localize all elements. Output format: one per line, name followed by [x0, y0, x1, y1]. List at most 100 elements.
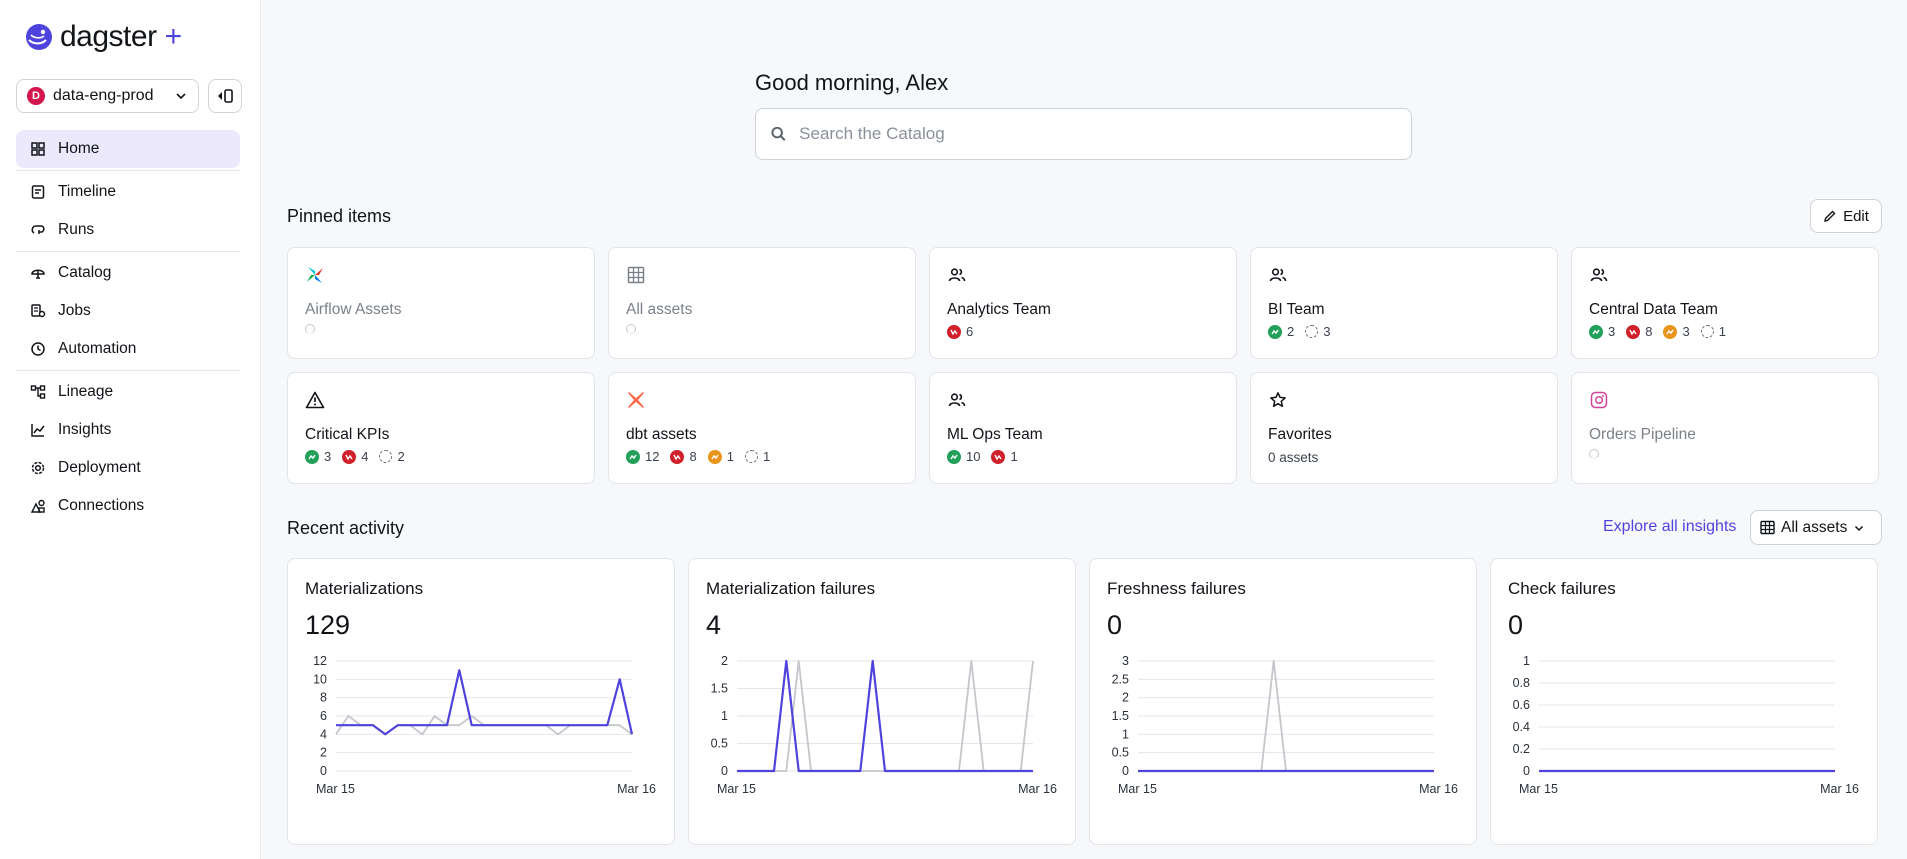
success-icon — [1589, 324, 1603, 339]
explore-insights-link[interactable]: Explore all insights — [1603, 518, 1737, 535]
catalog-search[interactable] — [755, 108, 1412, 160]
success-icon — [1268, 324, 1282, 339]
pinned-item-name: All assets — [626, 301, 693, 318]
ok-count: 3 — [1608, 324, 1616, 339]
pinned-item-name: Central Data Team — [1589, 301, 1718, 318]
activity-card-materializations[interactable]: Materializations 129 0 2 4 6 8 10 12 Mar 15 Mar … — [287, 558, 675, 845]
pending-icon — [379, 450, 393, 463]
pinned-item-bi-team[interactable]: BI Team 2 3 — [1250, 247, 1558, 359]
y-tick-label: 2 — [1122, 691, 1129, 705]
deployment-badge: D — [27, 87, 45, 105]
status-fail: 6 — [947, 324, 973, 339]
pinned-item-critical-kpis[interactable]: Critical KPIs 3 4 2 — [287, 372, 595, 484]
greeting: Good morning, Alex — [755, 70, 949, 95]
users-icon — [1589, 265, 1609, 285]
connections-icon — [30, 499, 45, 513]
star-icon — [1268, 390, 1288, 410]
pinned-item-airflow-assets[interactable]: Airflow Assets — [287, 247, 595, 359]
y-tick-label: 0 — [320, 764, 327, 778]
nav-item-timeline[interactable]: Timeline — [16, 173, 240, 211]
dagster-logo[interactable]: dagster + — [24, 20, 182, 54]
nav-label-home: Home — [58, 140, 100, 157]
nav-divider — [16, 170, 240, 171]
ok-count: 2 — [1287, 324, 1295, 339]
warn-count: 3 — [1682, 324, 1690, 339]
warning-icon — [1663, 324, 1678, 339]
status-pending: 2 — [379, 449, 405, 464]
chevron-down-icon — [176, 93, 186, 100]
y-tick-label: 0.6 — [1513, 698, 1530, 712]
edit-pins-button[interactable]: Edit — [1810, 199, 1882, 233]
status-warn: 1 — [707, 449, 734, 464]
pinned-item-dbt-assets[interactable]: dbt assets 12 8 1 1 — [608, 372, 916, 484]
x-tick-label: Mar 16 — [617, 782, 656, 796]
pinned-item-favorites[interactable]: Favorites 0 assets — [1250, 372, 1558, 484]
y-tick-label: 2.5 — [1112, 672, 1129, 686]
nav-label-connections: Connections — [58, 497, 145, 514]
pinned-item-analytics-team[interactable]: Analytics Team 6 — [929, 247, 1237, 359]
y-tick-label: 10 — [313, 672, 327, 686]
pending-icon — [1700, 325, 1714, 338]
pinned-item-orders-pipeline[interactable]: Orders Pipeline — [1571, 372, 1879, 484]
nav-item-runs[interactable]: Runs — [16, 211, 240, 249]
y-tick-label: 4 — [320, 727, 327, 741]
collapse-sidebar-button[interactable] — [208, 79, 242, 113]
card-title: Materializations — [305, 579, 424, 598]
activity-card-materialization-failures[interactable]: Materialization failures 4 0 0.5 1 1.5 2 Mar … — [688, 558, 1076, 845]
nav-item-lineage[interactable]: Lineage — [16, 373, 240, 411]
card-value: 129 — [305, 610, 351, 640]
nav-item-deployment[interactable]: Deployment — [16, 449, 240, 487]
pinned-item-all-assets[interactable]: All assets — [608, 247, 916, 359]
warning-icon — [305, 390, 325, 410]
pinned-item-name: Airflow Assets — [305, 301, 402, 318]
grid-icon — [31, 142, 45, 156]
pinned-item-status: 12 8 1 1 — [626, 449, 775, 464]
pinned-item-ml-ops-team[interactable]: ML Ops Team 10 1 — [929, 372, 1237, 484]
nav-label-jobs: Jobs — [58, 302, 91, 319]
card-value: 0 — [1107, 610, 1123, 640]
failure-icon — [670, 449, 685, 464]
activity-cards: Materializations 129 0 2 4 6 8 10 12 Mar 15 Mar … — [287, 558, 1878, 845]
nav-item-insights[interactable]: Insights — [16, 411, 240, 449]
search-input[interactable] — [799, 124, 1397, 144]
y-tick-label: 0 — [1122, 764, 1129, 778]
deployment-selector[interactable]: D data-eng-prod — [16, 79, 199, 113]
materialization-failures-chart: 0 0.5 1 1.5 2 Mar 15 Mar 16 — [711, 654, 1057, 796]
chevron-down-icon — [1855, 525, 1864, 531]
nav-label-insights: Insights — [58, 421, 112, 438]
y-tick-label: 1 — [721, 709, 728, 723]
nav-item-jobs[interactable]: Jobs — [16, 292, 240, 330]
pinned-items-grid: Airflow Assets All assets Analytics Team… — [287, 247, 1883, 484]
users-icon — [947, 265, 967, 285]
ok-count: 10 — [966, 449, 981, 464]
nav-item-catalog[interactable]: Catalog — [16, 254, 240, 292]
nav-item-automation[interactable]: Automation — [16, 330, 240, 368]
runs-icon — [31, 225, 45, 234]
fail-count: 4 — [361, 449, 369, 464]
instagram-icon — [1589, 390, 1609, 410]
pinned-item-status — [1589, 449, 1599, 459]
airflow-icon — [305, 265, 325, 285]
asset-filter-select[interactable]: All assets — [1750, 510, 1882, 545]
ok-count: 3 — [324, 449, 332, 464]
pinned-item-central-data-team[interactable]: Central Data Team 3 8 3 1 — [1571, 247, 1879, 359]
success-icon — [947, 449, 961, 464]
loading-icon — [626, 324, 636, 334]
status-ok: 12 — [626, 449, 659, 464]
activity-card-freshness-failures[interactable]: Freshness failures 0 0 0.5 1 1.5 2 2.5 3 Mar 15… — [1089, 558, 1477, 845]
card-value: 0 — [1508, 610, 1524, 640]
y-tick-label: 0 — [721, 764, 728, 778]
nav-item-connections[interactable]: Connections — [16, 487, 240, 525]
ok-count: 12 — [645, 449, 660, 464]
nav-item-home[interactable]: Home — [16, 130, 240, 168]
status-ok: 3 — [305, 449, 331, 464]
pending-icon — [1305, 325, 1319, 338]
nav-label-deployment: Deployment — [58, 459, 141, 476]
timeline-icon — [31, 185, 45, 199]
pinned-item-name: dbt assets — [626, 426, 697, 443]
nav-label-catalog: Catalog — [58, 264, 112, 281]
y-tick-label: 1.5 — [1112, 709, 1129, 723]
y-tick-label: 6 — [320, 709, 327, 723]
activity-card-check-failures[interactable]: Check failures 0 0 0.2 0.4 0.6 0.8 1 Mar 15 Mar… — [1490, 558, 1878, 845]
loading-icon — [1589, 449, 1599, 459]
